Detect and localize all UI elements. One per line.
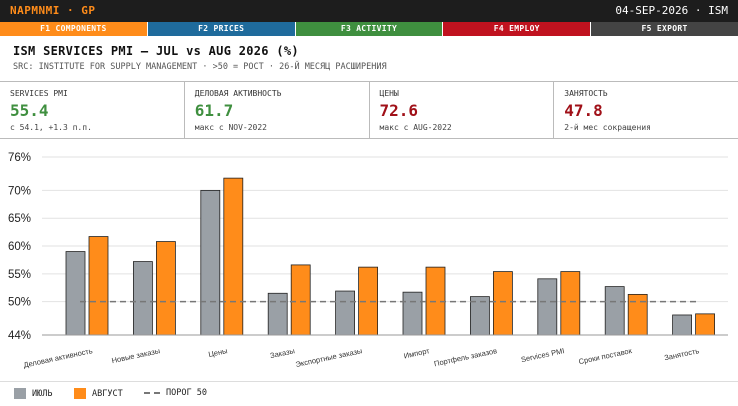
y-tick-label: 55%	[8, 269, 31, 281]
bar-july	[537, 278, 558, 336]
legend-swatch-july	[14, 388, 26, 399]
kpi-note: макс с AUG-2022	[379, 123, 452, 132]
chart-legend: ИЮЛЬ АВГУСТ ПОРОГ 50	[0, 381, 738, 406]
x-tick-label: Занятость	[663, 346, 700, 362]
function-key-bar: F1 COMPONENTS F2 PRICES F3 ACTIVITY F4 E…	[0, 22, 738, 36]
tab-employ[interactable]: F4 EMPLOY	[443, 22, 592, 36]
y-tick-label: 65%	[8, 213, 31, 225]
x-tick-label: Импорт	[403, 346, 431, 360]
brand-ticker: NAPMNMI · GP	[10, 4, 96, 17]
kpi-value: 61.7	[194, 101, 234, 120]
bar-august	[695, 313, 715, 336]
kpi-note: с 54.1, +1.3 п.п.	[10, 123, 92, 132]
x-tick-label: Экспортные заказы	[295, 346, 363, 369]
kpi-note: макс с NOV-2022	[194, 123, 267, 132]
legend-label-july: ИЮЛЬ	[32, 388, 53, 399]
legend-swatch-august	[74, 388, 86, 399]
bar-july	[604, 286, 625, 336]
bar-august	[88, 236, 109, 336]
bar-july	[469, 296, 490, 336]
page-title: ISM SERVICES PMI — JUL vs AUG 2026 (%)	[13, 44, 299, 58]
x-tick-label: Портфель заказов	[433, 346, 498, 368]
top-bar: NAPMNMI · GP 04-SEP-2026 · ISM	[0, 0, 738, 22]
bar-august	[627, 293, 648, 336]
y-tick-label: 60%	[8, 241, 31, 253]
tab-components[interactable]: F1 COMPONENTS	[0, 22, 148, 36]
kpi-value: 55.4	[10, 101, 49, 120]
kpi-label: ЗАНЯТОСТЬ	[564, 89, 608, 98]
legend-label-august: АВГУСТ	[92, 388, 123, 399]
y-tick-label: 76%	[8, 152, 31, 164]
bar-july	[132, 261, 153, 336]
bar-july	[335, 290, 356, 336]
bar-july	[267, 292, 288, 336]
bar-july	[65, 251, 86, 336]
bar-august	[223, 177, 244, 336]
kpi-label: ДЕЛОВАЯ АКТИВНОСТЬ	[194, 89, 282, 98]
kpi-prices: ЦЕНЫ 72.6 макс с AUG-2022	[370, 82, 555, 138]
x-tick-label: Services PMI	[520, 346, 565, 364]
legend-label-threshold: ПОРОГ 50	[166, 388, 207, 398]
legend-item-august: АВГУСТ	[74, 388, 123, 399]
bar-august	[560, 271, 581, 336]
legend-dash-threshold	[144, 392, 160, 394]
kpi-services-pmi: SERVICES PMI 55.4 с 54.1, +1.3 п.п.	[0, 82, 185, 138]
bar-chart: 44% 50% 55% 60% 65% 70% 76% Деловая активность Н…	[8, 152, 728, 370]
date-source: 04-SEP-2026 · ISM	[615, 4, 728, 17]
x-tick-label: Сроки поставок	[578, 346, 634, 366]
x-tick-label: Цены	[208, 346, 229, 359]
kpi-label: SERVICES PMI	[10, 89, 68, 98]
tab-export[interactable]: F5 EXPORT	[591, 22, 738, 36]
bar-july	[672, 314, 692, 336]
page-subtitle: SRC: INSTITUTE FOR SUPPLY MANAGEMENT · >…	[13, 62, 387, 72]
kpi-business-activity: ДЕЛОВАЯ АКТИВНОСТЬ 61.7 макс с NOV-2022	[185, 82, 370, 138]
bar-july	[402, 291, 423, 336]
bar-august	[492, 271, 513, 336]
y-tick-label: 70%	[8, 185, 31, 197]
legend-item-threshold: ПОРОГ 50	[144, 388, 207, 398]
bar-august	[155, 241, 176, 336]
y-tick-label: 44%	[8, 330, 31, 342]
x-tick-label: Новые заказы	[111, 346, 161, 365]
bar-july	[200, 189, 221, 336]
legend-item-july: ИЮЛЬ	[14, 388, 52, 399]
tab-activity[interactable]: F3 ACTIVITY	[295, 22, 444, 36]
x-tick-label: Заказы	[269, 346, 295, 360]
kpi-employment: ЗАНЯТОСТЬ 47.8 2-й мес сокращения	[554, 82, 738, 138]
kpi-label: ЦЕНЫ	[379, 89, 399, 98]
kpi-value: 47.8	[564, 101, 603, 120]
kpi-value: 72.6	[379, 101, 419, 120]
y-tick-label: 50%	[8, 297, 31, 309]
tab-prices[interactable]: F2 PRICES	[147, 22, 296, 36]
x-tick-label: Деловая активность	[23, 346, 94, 369]
bar-august	[290, 264, 311, 336]
kpi-note: 2-й мес сокращения	[564, 123, 651, 132]
kpi-strip: SERVICES PMI 55.4 с 54.1, +1.3 п.п. ДЕЛО…	[0, 81, 738, 139]
